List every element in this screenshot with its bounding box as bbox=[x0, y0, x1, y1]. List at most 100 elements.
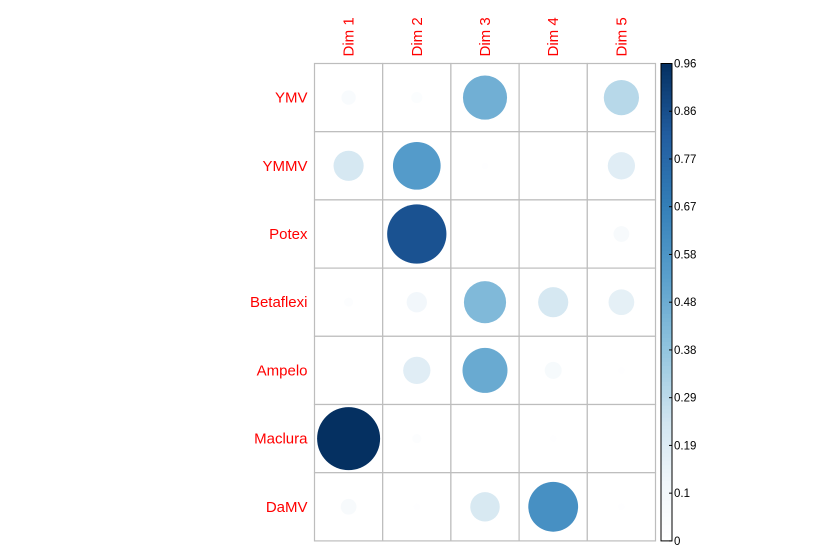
colorbar-swatch bbox=[661, 349, 672, 355]
row-label: Potex bbox=[269, 226, 308, 243]
colorbar-swatch bbox=[661, 222, 672, 228]
colorbar-swatch bbox=[661, 83, 672, 88]
colorbar-swatch bbox=[661, 517, 672, 522]
colorbar-swatch bbox=[661, 258, 672, 264]
colorbar-swatch bbox=[661, 147, 672, 152]
colorbar-swatch bbox=[661, 230, 672, 236]
colorbar-swatch bbox=[661, 206, 672, 212]
colorbar-swatch bbox=[661, 306, 672, 311]
colorbar-swatch bbox=[661, 505, 672, 510]
colorbar-swatch bbox=[661, 457, 672, 462]
data-point-circle bbox=[528, 481, 579, 532]
colorbar-swatch bbox=[661, 409, 672, 415]
colorbar-swatch bbox=[661, 365, 672, 371]
data-point-circle bbox=[603, 79, 640, 116]
colorbar-swatch bbox=[661, 250, 672, 256]
colorbar-swatch bbox=[661, 489, 672, 494]
colorbar-swatch bbox=[661, 270, 672, 275]
colorbar-swatch bbox=[661, 421, 672, 427]
colorbar-swatch bbox=[661, 369, 672, 375]
data-point-circle bbox=[413, 503, 421, 511]
row-label: Betaflexi bbox=[250, 294, 308, 311]
colorbar-tick-label: 0.1 bbox=[674, 488, 690, 500]
colorbar-swatch bbox=[661, 91, 672, 96]
colorbar-swatch bbox=[661, 174, 672, 180]
colorbar-swatch bbox=[661, 79, 672, 84]
colorbar-swatch bbox=[661, 425, 672, 431]
colorbar-swatch bbox=[661, 501, 672, 506]
colorbar-swatch bbox=[661, 401, 672, 407]
data-point-circle bbox=[411, 92, 423, 104]
data-point-circle bbox=[412, 434, 422, 444]
data-point-circle bbox=[538, 287, 569, 318]
row-label: Ampelo bbox=[257, 362, 308, 379]
column-label: Dim 3 bbox=[477, 17, 494, 56]
colorbar-swatch bbox=[661, 242, 672, 248]
colorbar-swatch bbox=[661, 75, 672, 81]
colorbar-swatch bbox=[661, 361, 672, 367]
colorbar-swatch bbox=[661, 513, 672, 518]
colorbar-swatch bbox=[661, 166, 672, 172]
colorbar-swatch bbox=[661, 373, 672, 379]
grid-cell bbox=[518, 199, 588, 269]
column-label: Dim 1 bbox=[341, 17, 358, 56]
row-label: DaMV bbox=[266, 499, 308, 516]
row-labels: YMV YMMV Potex Betaflexi Ampelo Maclura DaMV bbox=[250, 90, 308, 516]
column-label: Dim 4 bbox=[545, 17, 562, 56]
colorbar-swatch bbox=[661, 262, 672, 267]
colorbar-swatch bbox=[661, 318, 672, 323]
colorbar-swatch bbox=[661, 298, 672, 303]
colorbar-tick-label: 0.38 bbox=[674, 345, 696, 357]
colorbar-swatch bbox=[661, 246, 672, 252]
colorbar-swatch bbox=[661, 234, 672, 240]
colorbar-tick-label: 0 bbox=[674, 536, 680, 548]
data-point-circle bbox=[607, 152, 636, 180]
data-point-circle bbox=[462, 347, 508, 393]
colorbar-swatch bbox=[661, 282, 672, 287]
colorbar-swatch bbox=[661, 107, 672, 112]
colorbar: 0 0.1 0.19 0.29 0.38 0.48 0.58 0.67 0.77 0.86 0.96 bbox=[660, 59, 696, 548]
colorbar-swatch bbox=[661, 381, 672, 387]
colorbar-swatch bbox=[661, 521, 672, 526]
data-point-circle bbox=[317, 407, 381, 471]
colorbar-swatch bbox=[661, 158, 672, 164]
data-point-circle bbox=[333, 150, 364, 181]
colorbar-swatch bbox=[661, 310, 672, 315]
data-point-circle bbox=[618, 503, 625, 511]
colorbar-swatch bbox=[661, 341, 672, 347]
colorbar-swatch bbox=[661, 111, 672, 116]
colorbar-swatch bbox=[661, 445, 672, 450]
colorbar-swatch bbox=[661, 377, 672, 383]
column-label: Dim 2 bbox=[409, 17, 426, 56]
grid-cell bbox=[382, 335, 452, 406]
colorbar-tick-label: 0.67 bbox=[674, 202, 696, 214]
colorbar-swatch bbox=[661, 119, 672, 124]
colorbar-swatch bbox=[661, 345, 672, 351]
colorbar-swatch bbox=[661, 238, 672, 244]
data-point-circle bbox=[618, 367, 625, 374]
colorbar-swatch bbox=[661, 524, 672, 530]
colorbar-swatch bbox=[661, 214, 672, 220]
colorbar-swatch bbox=[661, 413, 672, 419]
colorbar-swatch bbox=[661, 67, 672, 73]
colorbar-swatch bbox=[661, 182, 672, 188]
colorbar-swatch bbox=[661, 266, 672, 271]
grid-cell bbox=[450, 131, 520, 201]
colorbar-swatch bbox=[661, 397, 672, 403]
colorbar-swatch bbox=[661, 162, 672, 168]
colorbar-swatch bbox=[661, 509, 672, 514]
colorbar-swatch bbox=[661, 469, 672, 474]
colorbar-swatch bbox=[661, 338, 672, 343]
colorbar-swatch bbox=[661, 274, 672, 279]
row-label: YMMV bbox=[263, 158, 308, 175]
grid-cell bbox=[518, 62, 588, 133]
colorbar-swatch bbox=[661, 99, 672, 104]
colorbar-tick-label: 0.96 bbox=[674, 59, 696, 71]
data-point-circle bbox=[481, 162, 489, 170]
data-point-circle bbox=[392, 141, 441, 190]
data-point-circle bbox=[344, 297, 354, 307]
colorbar-swatch bbox=[661, 218, 672, 224]
colorbar-swatch bbox=[661, 449, 672, 454]
grid-cell bbox=[313, 199, 384, 269]
